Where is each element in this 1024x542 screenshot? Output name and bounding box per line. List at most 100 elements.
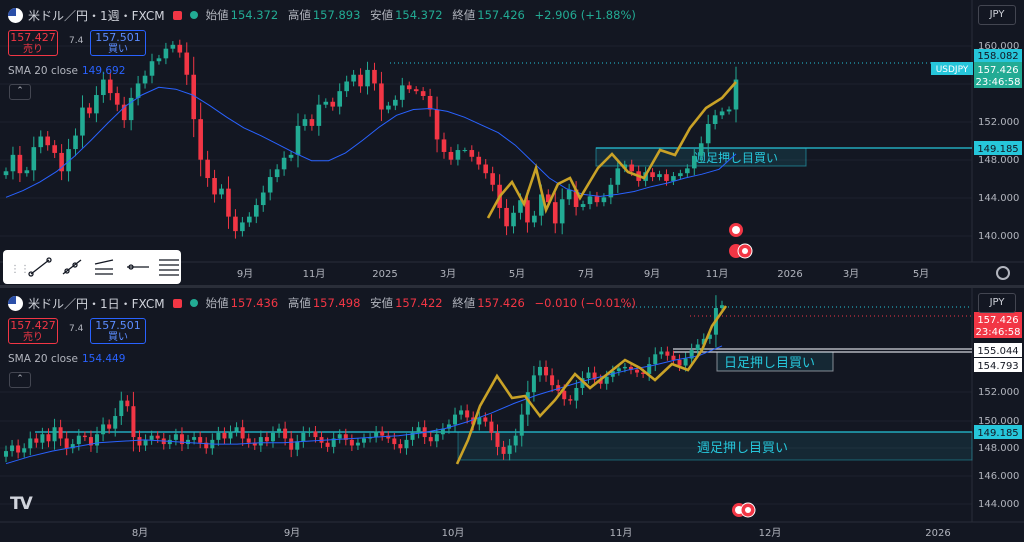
candle-body bbox=[659, 351, 664, 355]
sma-legend[interactable]: SMA 20 close 149.692 bbox=[8, 65, 126, 77]
candle-body bbox=[677, 359, 682, 366]
level-b-price-tag bbox=[974, 358, 1022, 372]
symbol-tag-text: USDJPY bbox=[936, 65, 969, 75]
candle-body bbox=[4, 451, 8, 457]
candle-body bbox=[413, 89, 419, 92]
y-tick: 160.000 bbox=[978, 41, 1019, 52]
x-tick: 3月 bbox=[843, 268, 859, 280]
candle-body bbox=[307, 431, 312, 433]
candle-body bbox=[355, 442, 360, 446]
candle-body bbox=[459, 410, 464, 415]
candle-body bbox=[647, 364, 652, 374]
close-price-text: 157.426 bbox=[977, 65, 1018, 76]
candle-body bbox=[343, 434, 348, 440]
spread-value: 7.4 bbox=[69, 36, 84, 46]
y-tick: 144.000 bbox=[978, 193, 1019, 204]
candle-body bbox=[615, 168, 621, 185]
ray-tool-icon[interactable] bbox=[62, 259, 82, 275]
candle-body bbox=[38, 136, 44, 148]
sell-button[interactable]: 157.427 売り bbox=[8, 318, 58, 344]
candle-body bbox=[689, 350, 694, 359]
candle-body bbox=[191, 74, 197, 120]
candle-body bbox=[465, 410, 470, 418]
candle-body bbox=[573, 189, 579, 207]
candle-body bbox=[10, 445, 15, 452]
candle-body bbox=[705, 123, 711, 144]
symbol-tag bbox=[931, 62, 973, 75]
candle-body bbox=[156, 58, 162, 62]
candle-body bbox=[101, 424, 106, 435]
candle-body bbox=[616, 368, 621, 372]
daily-candles bbox=[4, 295, 724, 463]
weekly-chart-canvas[interactable]: 160.000 152.000 148.000 144.000 140.000 … bbox=[0, 0, 1024, 286]
candle-body bbox=[365, 69, 370, 87]
candle-body bbox=[28, 438, 33, 449]
daily-pullback-zone[interactable] bbox=[716, 351, 834, 372]
candle-body bbox=[283, 428, 288, 439]
candle-body bbox=[622, 366, 627, 369]
candle-body bbox=[274, 169, 280, 178]
candle-body bbox=[440, 428, 445, 435]
drawing-toolbar[interactable]: ⋮⋮ bbox=[3, 250, 181, 284]
market-open-dot-icon bbox=[189, 11, 198, 19]
panel-separator[interactable] bbox=[0, 285, 1024, 288]
weekly-pullback-zone[interactable] bbox=[457, 431, 973, 461]
candle-body bbox=[219, 188, 224, 195]
candle-body bbox=[568, 399, 573, 401]
candle-body bbox=[131, 406, 136, 438]
collapse-legend-button[interactable]: ⌃ bbox=[9, 84, 31, 100]
symbol-title[interactable]: 米ドル／円・1週・FXCM bbox=[28, 8, 165, 23]
daily-chart-canvas[interactable]: 152.000 150.000 148.000 146.000 144.000 … bbox=[0, 288, 1024, 542]
candle-body bbox=[495, 432, 500, 447]
candle-body bbox=[719, 111, 725, 116]
candle-body bbox=[163, 48, 169, 59]
candle-body bbox=[252, 442, 257, 446]
fib-tool-icon[interactable] bbox=[94, 259, 114, 275]
buy-button[interactable]: 157.501 買い bbox=[90, 318, 146, 344]
tradingview-logo[interactable]: TV bbox=[10, 494, 33, 514]
daily-chart-panel[interactable]: 152.000 150.000 148.000 146.000 144.000 … bbox=[0, 288, 1024, 542]
candle-body bbox=[477, 417, 482, 425]
candle-body bbox=[121, 104, 127, 121]
event-icon-inner bbox=[742, 248, 748, 254]
currency-selector[interactable]: JPY bbox=[978, 5, 1016, 25]
x-tick: 8月 bbox=[132, 527, 148, 539]
gear-icon[interactable] bbox=[996, 266, 1010, 280]
candle-body bbox=[10, 154, 16, 172]
drag-handle-icon[interactable]: ⋮⋮ bbox=[10, 264, 30, 275]
candle-body bbox=[88, 437, 93, 446]
candle-body bbox=[537, 366, 542, 376]
candle-body bbox=[701, 338, 706, 345]
weekly-chart-panel[interactable]: 160.000 152.000 148.000 144.000 140.000 … bbox=[0, 0, 1024, 286]
candle-body bbox=[45, 136, 51, 146]
candle-body bbox=[446, 424, 451, 429]
candle-body bbox=[545, 194, 551, 203]
candle-body bbox=[125, 400, 130, 407]
sma-legend[interactable]: SMA 20 close 154.449 bbox=[8, 353, 126, 365]
daily-legend: 米ドル／円・1日・FXCM 始値 157.436 高値 157.498 安値 157.… bbox=[8, 294, 642, 312]
candle-body bbox=[337, 91, 343, 107]
candle-body bbox=[344, 81, 349, 92]
candle-body bbox=[434, 109, 440, 140]
candle-body bbox=[428, 437, 433, 442]
x-tick: 11月 bbox=[610, 527, 633, 539]
weekly-grid bbox=[0, 0, 1024, 263]
candle-body bbox=[598, 379, 603, 384]
collapse-legend-button[interactable]: ⌃ bbox=[9, 372, 31, 388]
drawing-toolbar-icons: ⋮⋮ bbox=[10, 257, 179, 277]
candle-body bbox=[258, 437, 263, 446]
buy-button[interactable]: 157.501 買い bbox=[90, 30, 146, 56]
close-price-tag bbox=[974, 62, 1022, 88]
candle-body bbox=[566, 189, 572, 200]
level-c-price-text: 149.185 bbox=[977, 428, 1018, 439]
candle-body bbox=[592, 372, 597, 380]
candle-body bbox=[594, 196, 600, 203]
symbol-title[interactable]: 米ドル／円・1日・FXCM bbox=[28, 296, 165, 311]
sell-button[interactable]: 157.427 売り bbox=[8, 30, 58, 56]
lines-tool-icon[interactable] bbox=[159, 259, 179, 276]
currency-selector[interactable]: JPY bbox=[978, 293, 1016, 313]
candle-body bbox=[586, 372, 591, 379]
candle-body bbox=[204, 442, 209, 449]
candle-body bbox=[170, 44, 176, 49]
trendline-tool-icon[interactable] bbox=[30, 259, 50, 275]
